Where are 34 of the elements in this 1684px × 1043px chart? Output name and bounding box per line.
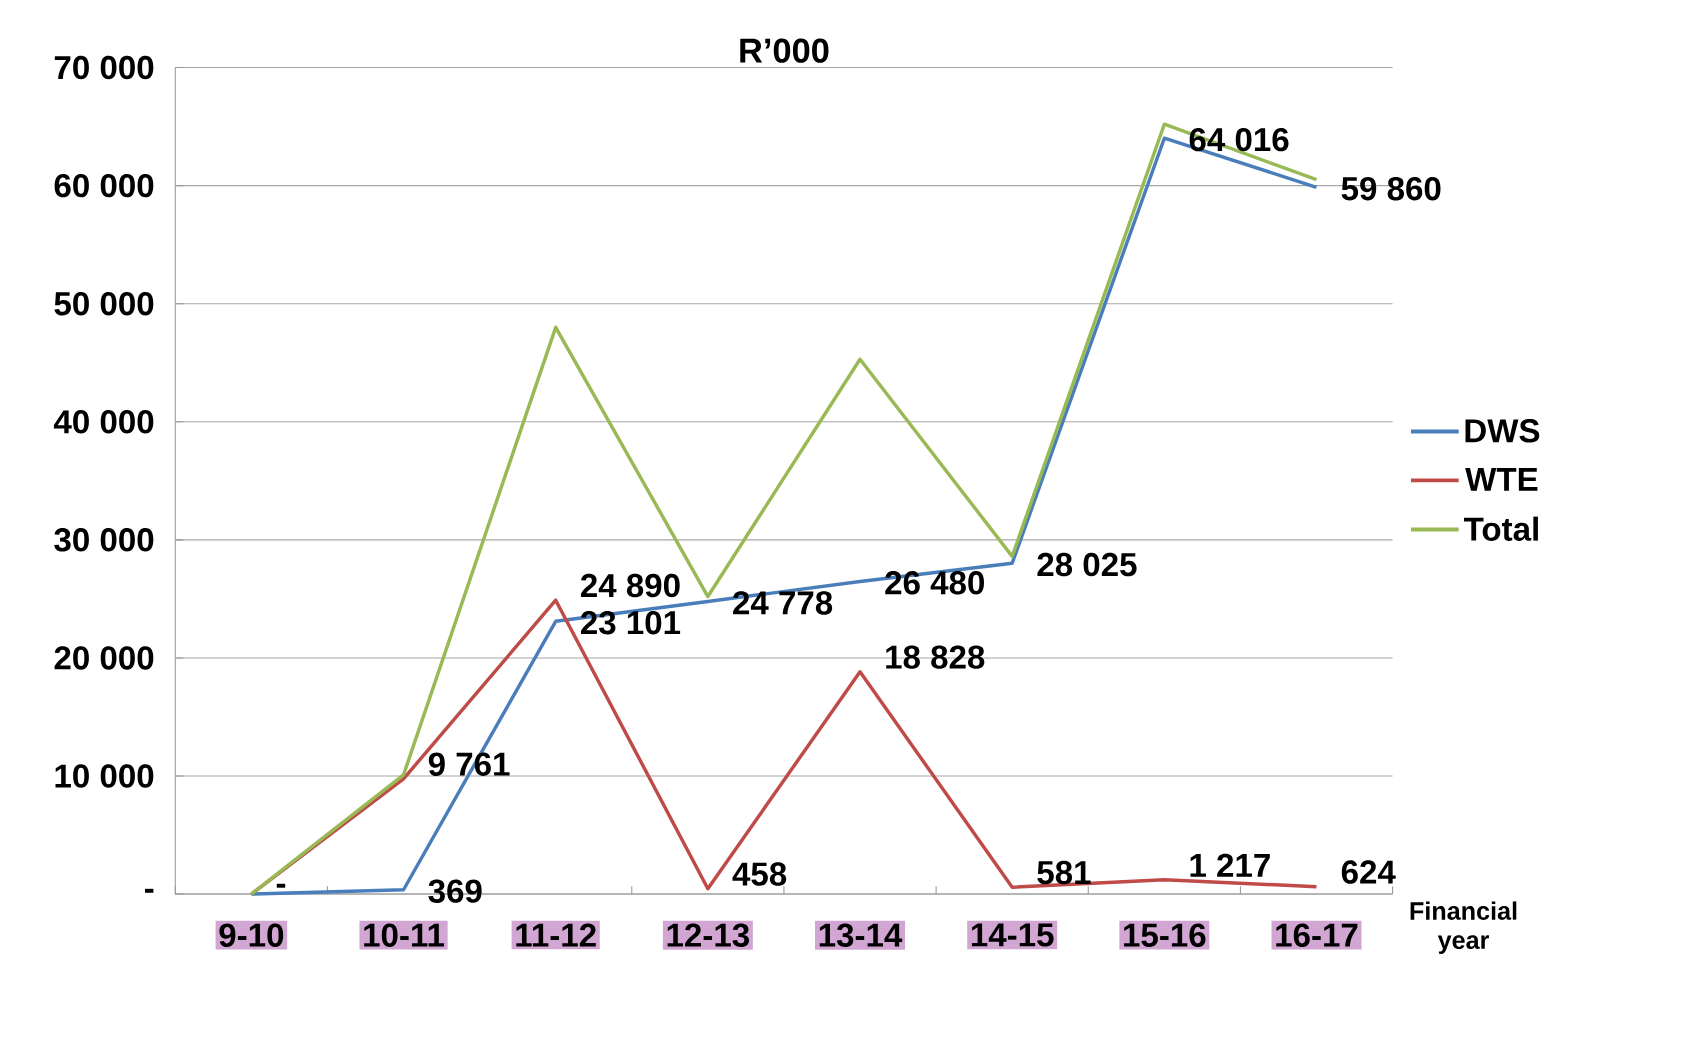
data-label: 581: [1037, 860, 1091, 885]
x-tick-label: 14-15: [971, 923, 1054, 947]
data-label: 458: [732, 862, 787, 886]
legend-label: DWS: [1465, 419, 1540, 443]
data-label: 28 025: [1037, 552, 1137, 577]
y-tick-label: -: [144, 888, 154, 893]
x-tick-label: 13-14: [819, 923, 903, 947]
x-tick-label: 9-10: [219, 923, 284, 947]
data-label: 24 778: [733, 591, 833, 615]
data-label: -: [276, 883, 286, 888]
data-label: 23 101: [580, 610, 681, 635]
y-tick-label: 70 000: [54, 55, 154, 80]
y-tick-label: 20 000: [54, 646, 154, 670]
data-label: 24 890: [580, 573, 680, 598]
y-tick-label: 50 000: [54, 291, 154, 316]
x-tick-label: 10-11: [364, 923, 445, 947]
y-tick-label: 60 000: [54, 173, 154, 198]
data-label: 59 860: [1341, 176, 1441, 201]
x-tick-label: 11-12: [516, 923, 596, 947]
x-tick-label: 15-16: [1124, 923, 1206, 947]
x-axis-title: Financial year: [1410, 901, 1517, 954]
data-label: 624: [1341, 860, 1396, 884]
x-tick-label: 16-17: [1276, 923, 1358, 947]
y-tick-label: 30 000: [54, 528, 154, 552]
x-tick-label: 12-13: [667, 923, 749, 947]
data-label: 369: [428, 879, 482, 903]
y-tick-label: 10 000: [55, 764, 154, 788]
data-label: 26 480: [885, 571, 984, 595]
legend-label: Total: [1463, 516, 1538, 541]
legend-label: WTE: [1465, 467, 1538, 491]
data-label: 18 828: [886, 645, 985, 669]
y-tick-label: 40 000: [53, 410, 154, 434]
chart-title: R’000: [740, 38, 829, 63]
data-label: 1 217: [1190, 853, 1270, 877]
